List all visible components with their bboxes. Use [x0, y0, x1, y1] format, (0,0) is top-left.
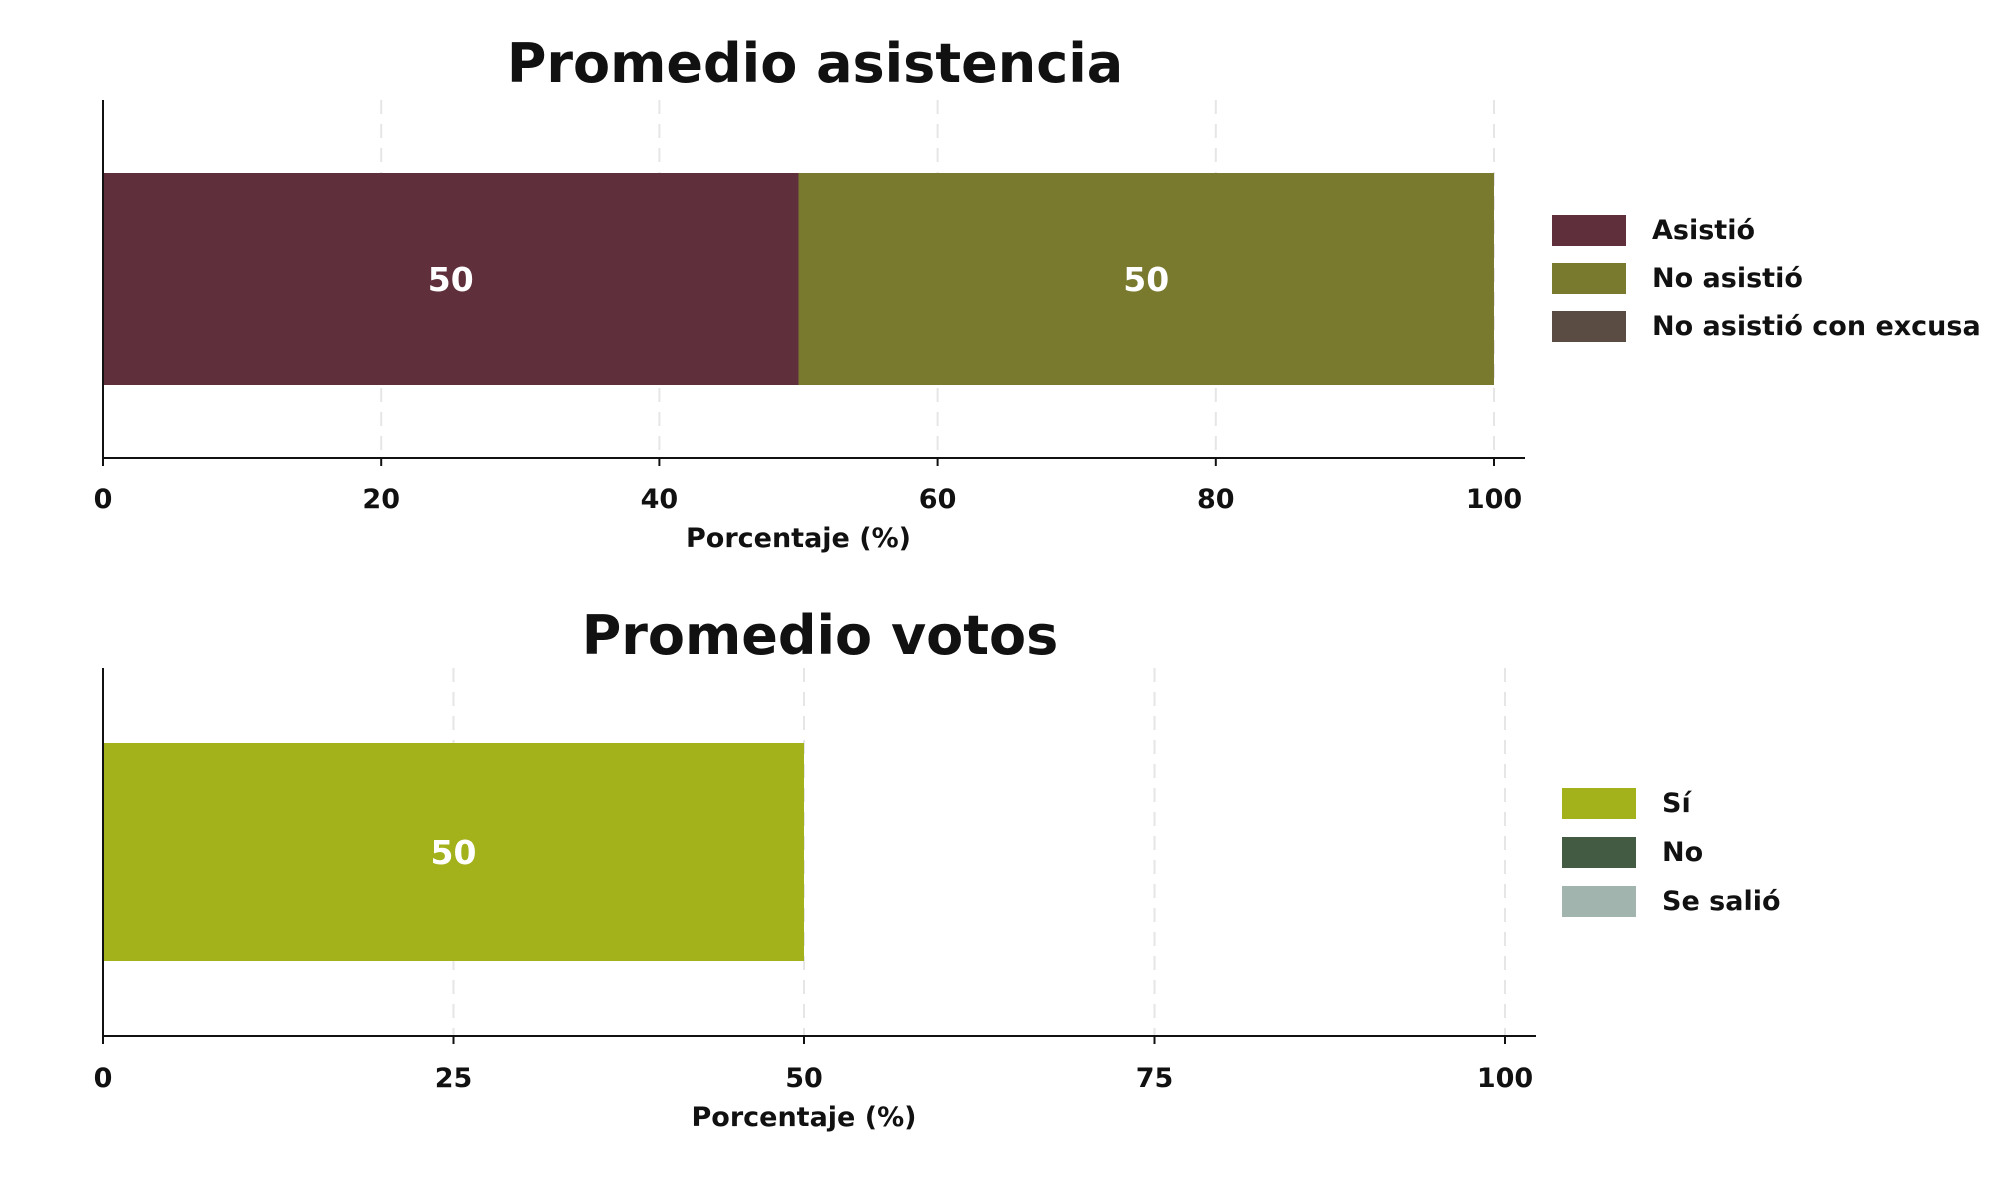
legend-swatch-0 [1562, 788, 1636, 819]
legend-label: Sí [1662, 788, 1692, 819]
x-tick-label: 40 [641, 484, 679, 515]
x-tick-label: 75 [1136, 1063, 1174, 1094]
legend-label: No asistió [1652, 263, 1803, 294]
x-tick-label: 100 [1466, 484, 1522, 515]
bar-data-label: 50 [1123, 260, 1169, 299]
legend-label: Se salió [1662, 886, 1781, 917]
bar-segment-1 [798, 173, 1494, 385]
x-axis-label: Porcentaje (%) [686, 523, 911, 554]
legend-label: No asistió con excusa [1652, 311, 1981, 342]
legend-label: No [1662, 837, 1703, 868]
legend-swatch-2 [1552, 311, 1626, 342]
x-tick-label: 0 [94, 484, 113, 515]
bar-data-label: 50 [428, 260, 474, 299]
x-tick-label: 80 [1197, 484, 1235, 515]
chart-title: Promedio votos [582, 604, 1059, 667]
legend-swatch-1 [1552, 263, 1626, 294]
legend-label: Asistió [1652, 215, 1755, 246]
x-tick-label: 25 [435, 1063, 473, 1094]
bar-segment-0 [103, 743, 804, 961]
x-tick-label: 20 [362, 484, 400, 515]
legend-swatch-2 [1562, 886, 1636, 917]
x-tick-label: 60 [919, 484, 957, 515]
bar-data-label: 50 [431, 833, 477, 872]
x-tick-label: 100 [1477, 1063, 1533, 1094]
legend-swatch-0 [1552, 215, 1626, 246]
chart-title: Promedio asistencia [507, 32, 1123, 95]
legend-swatch-1 [1562, 837, 1636, 868]
x-axis-label: Porcentaje (%) [691, 1102, 916, 1133]
bar-segment-0 [103, 173, 799, 385]
x-tick-label: 0 [94, 1063, 113, 1094]
x-tick-label: 50 [785, 1063, 823, 1094]
